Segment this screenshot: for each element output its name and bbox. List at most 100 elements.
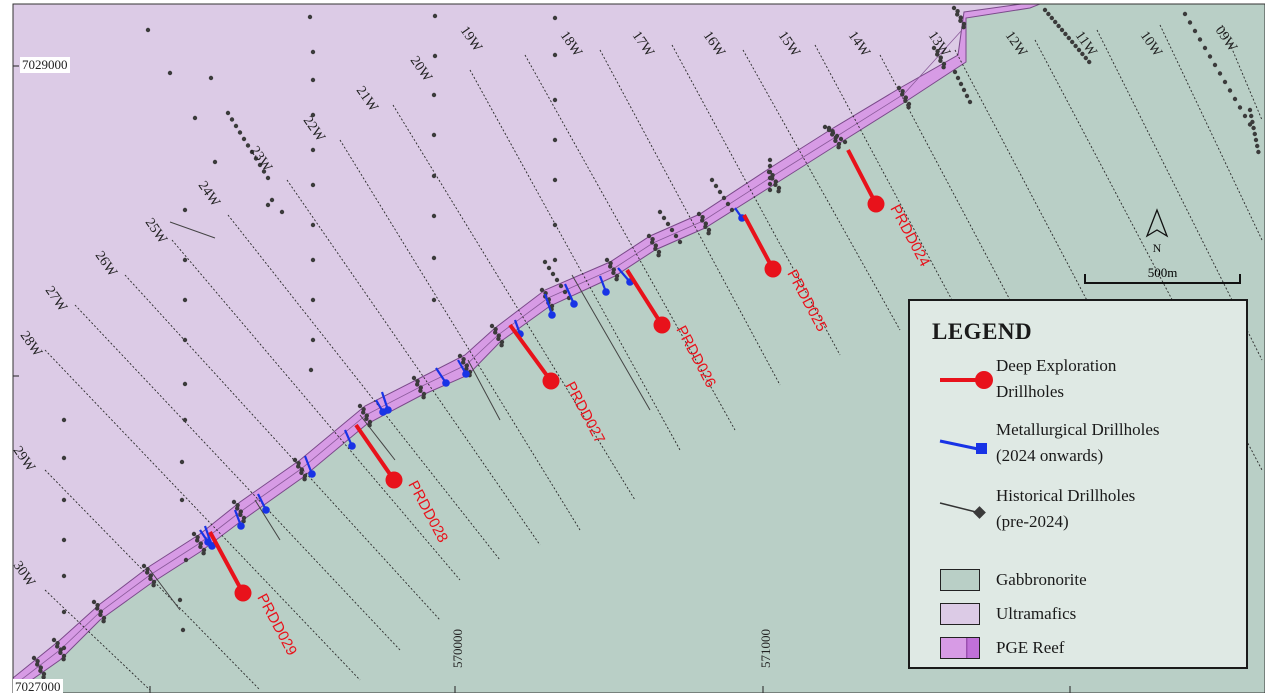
historic-collar bbox=[713, 183, 719, 189]
historic-collar bbox=[38, 665, 43, 670]
historic-collar bbox=[231, 499, 237, 505]
historic-collar bbox=[1212, 62, 1218, 68]
deep-hole-end-prdd024 bbox=[867, 195, 885, 213]
historic-collar bbox=[357, 403, 363, 409]
historic-collar bbox=[700, 218, 705, 223]
historic-collar bbox=[776, 185, 782, 191]
historic-collar bbox=[900, 89, 905, 94]
historic-collar bbox=[367, 419, 373, 425]
historic-collar bbox=[608, 261, 613, 266]
map-frame bbox=[12, 3, 1265, 693]
historic-collar bbox=[464, 366, 469, 371]
historic-collar bbox=[703, 221, 708, 226]
historic-collar bbox=[773, 179, 778, 184]
historic-collar bbox=[834, 133, 840, 139]
historic-collar bbox=[198, 541, 203, 546]
historic-collar bbox=[238, 512, 243, 517]
historic-collar bbox=[296, 461, 301, 466]
historic-collar bbox=[195, 535, 200, 540]
coordinate-ticks bbox=[13, 65, 1071, 693]
historic-collar bbox=[201, 547, 207, 553]
historic-collar bbox=[499, 339, 505, 345]
historic-collar bbox=[51, 637, 57, 643]
historic-collar bbox=[307, 14, 313, 20]
historic-collar bbox=[1070, 39, 1075, 45]
historic-collar bbox=[431, 92, 437, 98]
historic-collar bbox=[1182, 11, 1188, 17]
historic-collar bbox=[539, 287, 545, 293]
historic-collar bbox=[1242, 113, 1248, 119]
historic-collar bbox=[167, 70, 173, 76]
historic-collar bbox=[182, 207, 188, 213]
deep-hole-trace-prdd025 bbox=[742, 214, 775, 270]
historic-collar bbox=[669, 227, 675, 233]
historic-collar bbox=[554, 277, 560, 283]
historic-collar bbox=[773, 182, 778, 187]
met-hole-end bbox=[204, 538, 212, 546]
historic-collar bbox=[650, 240, 655, 245]
historic-collar bbox=[646, 233, 652, 239]
historic-collar bbox=[961, 25, 966, 30]
historic-collar bbox=[836, 141, 842, 147]
historic-collar bbox=[1227, 88, 1233, 93]
historic-collar bbox=[489, 323, 495, 329]
deep-hole-trace-prdd029 bbox=[208, 531, 245, 594]
deep-hole-trace-prdd028 bbox=[354, 423, 396, 482]
historic-collar bbox=[145, 567, 150, 572]
historic-collar bbox=[302, 473, 308, 479]
historic-collar bbox=[656, 249, 662, 255]
historic-collar bbox=[1073, 43, 1078, 49]
historic-collar bbox=[558, 283, 564, 289]
historic-collar bbox=[61, 609, 67, 615]
legend-item-deep: Deep Exploration Drillholes bbox=[910, 355, 1250, 405]
historic-collar bbox=[180, 627, 186, 633]
historic-collar bbox=[308, 367, 314, 373]
historic-collar bbox=[1202, 45, 1208, 51]
historic-collar bbox=[310, 297, 316, 303]
legend-title: LEGEND bbox=[932, 319, 1033, 344]
historic-collar bbox=[35, 662, 40, 667]
historic-collar bbox=[767, 169, 773, 175]
historic-collar bbox=[101, 619, 106, 624]
historic-collar bbox=[364, 416, 369, 421]
historic-collar bbox=[546, 265, 552, 271]
met-hole-end bbox=[602, 288, 610, 296]
deep-hole-symbol-icon bbox=[940, 371, 993, 389]
historic-collar bbox=[961, 21, 967, 27]
historic-collar bbox=[415, 382, 420, 387]
met-hole-end bbox=[237, 522, 245, 530]
historic-collar bbox=[717, 189, 723, 195]
historic-collar bbox=[493, 327, 498, 332]
historic-collar bbox=[767, 163, 773, 169]
historic-collar bbox=[842, 139, 848, 145]
legend-deep-line1: Deep Exploration bbox=[996, 356, 1117, 375]
historic-collar bbox=[464, 363, 469, 368]
legend-item-gabbronorite: Gabbronorite bbox=[910, 567, 1250, 593]
historic-collar bbox=[249, 149, 255, 155]
historic-collar bbox=[361, 410, 366, 415]
deep-hole-end-prdd025 bbox=[764, 260, 782, 278]
historic-collar bbox=[411, 375, 417, 381]
historic-collar bbox=[269, 197, 275, 203]
historic-collar bbox=[931, 45, 937, 51]
historic-collar bbox=[896, 85, 902, 91]
north-arrow: N bbox=[1139, 208, 1175, 258]
met-hole-end bbox=[442, 379, 450, 387]
historic-collar bbox=[941, 61, 947, 67]
historic-collar bbox=[58, 650, 63, 655]
legend-met-line1: Metallurgical Drillholes bbox=[996, 420, 1160, 439]
historic-collar bbox=[225, 110, 231, 116]
historic-collar bbox=[41, 671, 47, 677]
historic-collar bbox=[141, 563, 147, 569]
historic-collar bbox=[432, 13, 438, 19]
met-hole-end bbox=[548, 311, 556, 319]
historic-collar bbox=[493, 330, 498, 335]
historic-collar bbox=[235, 506, 240, 511]
historic-collar bbox=[364, 413, 369, 418]
historic-collar bbox=[703, 224, 708, 229]
historic-collar bbox=[310, 257, 316, 263]
historic-collar bbox=[550, 271, 556, 277]
historic-collar bbox=[653, 246, 658, 251]
historic-collar bbox=[1059, 27, 1065, 33]
historic-collar bbox=[61, 417, 67, 423]
